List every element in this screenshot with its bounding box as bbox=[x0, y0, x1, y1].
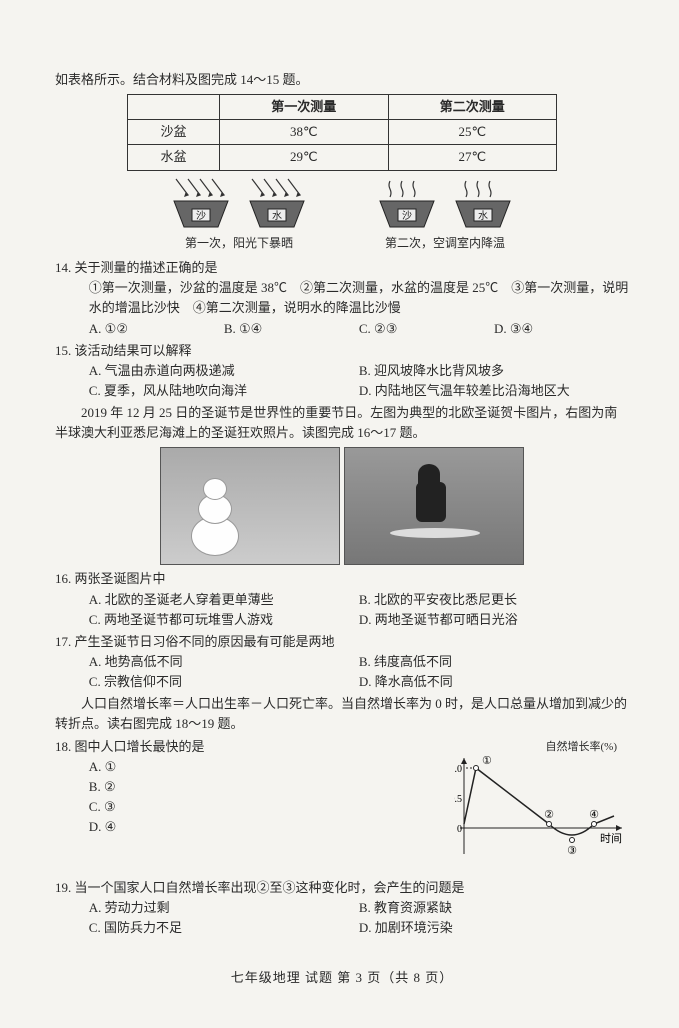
table-cell: 29℃ bbox=[220, 145, 388, 170]
option-c: C. 夏季，风从陆地吹向海洋 bbox=[89, 381, 359, 401]
point-label: ④ bbox=[589, 809, 599, 821]
table-header-cell bbox=[128, 95, 220, 120]
question-19: 19. 当一个国家人口自然增长率出现②至③这种变化时，会产生的问题是 A. 劳动… bbox=[55, 878, 629, 938]
basin-sand-sun-icon: 沙 bbox=[166, 177, 236, 232]
point-label: ② bbox=[544, 809, 554, 821]
photo-snowman bbox=[160, 447, 340, 565]
question-stem: 产生圣诞节日习俗不同的原因最有可能是两地 bbox=[75, 634, 335, 649]
question-stem: 关于测量的描述正确的是 bbox=[75, 260, 218, 275]
option-c: C. ②③ bbox=[359, 319, 494, 339]
basin-water-cool-icon: 水 bbox=[448, 177, 518, 232]
table-header-cell: 第一次测量 bbox=[220, 95, 388, 120]
photo-beach-santa bbox=[344, 447, 524, 565]
question-number: 17. bbox=[55, 634, 71, 649]
question-options: A. 气温由赤道向两极递减 B. 迎风坡降水比背风坡多 C. 夏季，风从陆地吹向… bbox=[55, 361, 629, 401]
option-b: B. 纬度高低不同 bbox=[359, 652, 629, 672]
option-a: A. 北欧的圣诞老人穿着更单薄些 bbox=[89, 590, 359, 610]
option-d: D. 降水高低不同 bbox=[359, 672, 629, 692]
y-tick: 0.5 bbox=[454, 794, 462, 805]
option-a: A. ①② bbox=[89, 319, 224, 339]
question-options: A. 北欧的圣诞老人穿着更单薄些 B. 北欧的平安夜比悉尼更长 C. 两地圣诞节… bbox=[55, 590, 629, 630]
basin-group-right: 沙 水 第二次，空调室内降温 bbox=[372, 177, 518, 253]
question-options: A. 劳动力过剩 B. 教育资源紧缺 C. 国防兵力不足 D. 加剧环境污染 bbox=[55, 898, 629, 938]
option-a: A. 气温由赤道向两极递减 bbox=[89, 361, 359, 381]
y-tick: 1.0 bbox=[454, 764, 462, 775]
measurement-table: 第一次测量 第二次测量 沙盆 38℃ 25℃ 水盆 29℃ 27℃ bbox=[127, 94, 557, 170]
question-sub: ①第一次测量，沙盆的温度是 38℃ ②第二次测量，水盆的温度是 25℃ ③第一次… bbox=[55, 278, 629, 318]
exam-page: 如表格所示。结合材料及图完成 14～15 题。 第一次测量 第二次测量 沙盆 3… bbox=[0, 0, 679, 1028]
question-14: 14. 关于测量的描述正确的是 ①第一次测量，沙盆的温度是 38℃ ②第二次测量… bbox=[55, 258, 629, 339]
christmas-photos bbox=[55, 447, 629, 565]
question-options: A. 地势高低不同 B. 纬度高低不同 C. 宗教信仰不同 D. 降水高低不同 bbox=[55, 652, 629, 692]
question-stem: 图中人口增长最快的是 bbox=[75, 739, 205, 754]
question-stem: 两张圣诞图片中 bbox=[75, 571, 166, 586]
table-cell: 水盆 bbox=[128, 145, 220, 170]
x-axis-label: 时间 bbox=[600, 832, 622, 845]
option-c: C. 宗教信仰不同 bbox=[89, 672, 359, 692]
question-stem: 当一个国家人口自然增长率出现②至③这种变化时，会产生的问题是 bbox=[75, 880, 465, 895]
basin-caption-right: 第二次，空调室内降温 bbox=[385, 234, 505, 253]
option-b: B. ①④ bbox=[224, 319, 359, 339]
question-17: 17. 产生圣诞节日习俗不同的原因最有可能是两地 A. 地势高低不同 B. 纬度… bbox=[55, 632, 629, 692]
point-label: ① bbox=[482, 756, 492, 767]
option-c: C. 两地圣诞节都可玩堆雪人游戏 bbox=[89, 610, 359, 630]
basin-sand-cool-icon: 沙 bbox=[372, 177, 442, 232]
question-number: 14. bbox=[55, 260, 71, 275]
context-16-17: 2019 年 12 月 25 日的圣诞节是世界性的重要节日。左图为典型的北欧圣诞… bbox=[55, 403, 629, 443]
basin-label: 水 bbox=[478, 210, 488, 222]
line-chart-icon: 1.0 0.5 0 ① ② ③ ④ bbox=[454, 756, 629, 866]
context-18-19: 人口自然增长率＝人口出生率－人口死亡率。当自然增长率为 0 时，是人口总量从增加… bbox=[55, 694, 629, 734]
option-b: B. 教育资源紧缺 bbox=[359, 898, 629, 918]
table-cell: 25℃ bbox=[388, 120, 556, 145]
section-intro: 如表格所示。结合材料及图完成 14～15 题。 bbox=[55, 70, 629, 90]
option-b: B. 北欧的平安夜比悉尼更长 bbox=[359, 590, 629, 610]
chart-point-4: ④ bbox=[589, 809, 599, 827]
chart-point-3: ③ bbox=[567, 837, 577, 857]
table-cell: 沙盆 bbox=[128, 120, 220, 145]
option-d: D. 加剧环境污染 bbox=[359, 918, 629, 938]
question-number: 19. bbox=[55, 880, 71, 895]
table-header-cell: 第二次测量 bbox=[388, 95, 556, 120]
basin-label: 沙 bbox=[196, 210, 206, 222]
question-options: A. ①② B. ①④ C. ②③ D. ③④ bbox=[55, 319, 629, 339]
basin-diagram: 沙 水 第一次，阳光下暴晒 bbox=[55, 177, 629, 253]
question-number: 18. bbox=[55, 739, 71, 754]
growth-rate-chart: 自然增长率(%) 1.0 0.5 0 ① ② bbox=[454, 739, 629, 872]
basin-group-left: 沙 水 第一次，阳光下暴晒 bbox=[166, 177, 312, 253]
option-b: B. 迎风坡降水比背风坡多 bbox=[359, 361, 629, 381]
basin-water-sun-icon: 水 bbox=[242, 177, 312, 232]
question-15: 15. 该活动结果可以解释 A. 气温由赤道向两极递减 B. 迎风坡降水比背风坡… bbox=[55, 341, 629, 401]
basin-caption-left: 第一次，阳光下暴晒 bbox=[185, 234, 293, 253]
chart-title: 自然增长率(%) bbox=[454, 739, 629, 756]
basin-label: 沙 bbox=[402, 210, 412, 222]
question-16: 16. 两张圣诞图片中 A. 北欧的圣诞老人穿着更单薄些 B. 北欧的平安夜比悉… bbox=[55, 569, 629, 629]
table-cell: 27℃ bbox=[388, 145, 556, 170]
question-stem: 该活动结果可以解释 bbox=[75, 343, 192, 358]
santa-surfer-icon bbox=[410, 468, 460, 538]
chart-point-1: ① bbox=[474, 756, 493, 771]
y-tick: 0 bbox=[457, 824, 462, 835]
basin-label: 水 bbox=[272, 210, 282, 222]
option-d: D. ③④ bbox=[494, 319, 629, 339]
option-a: A. 地势高低不同 bbox=[89, 652, 359, 672]
option-a: A. 劳动力过剩 bbox=[89, 898, 359, 918]
option-d: D. 两地圣诞节都可晒日光浴 bbox=[359, 610, 629, 630]
table-row: 水盆 29℃ 27℃ bbox=[128, 145, 557, 170]
page-footer: 七年级地理 试题 第 3 页（共 8 页） bbox=[55, 968, 629, 988]
point-label: ③ bbox=[567, 845, 577, 857]
table-row: 沙盆 38℃ 25℃ bbox=[128, 120, 557, 145]
option-d: D. 内陆地区气温年较差比沿海地区大 bbox=[359, 381, 629, 401]
question-number: 15. bbox=[55, 343, 71, 358]
option-c: C. 国防兵力不足 bbox=[89, 918, 359, 938]
table-header-row: 第一次测量 第二次测量 bbox=[128, 95, 557, 120]
question-number: 16. bbox=[55, 571, 71, 586]
table-cell: 38℃ bbox=[220, 120, 388, 145]
chart-point-2: ② bbox=[544, 809, 554, 827]
